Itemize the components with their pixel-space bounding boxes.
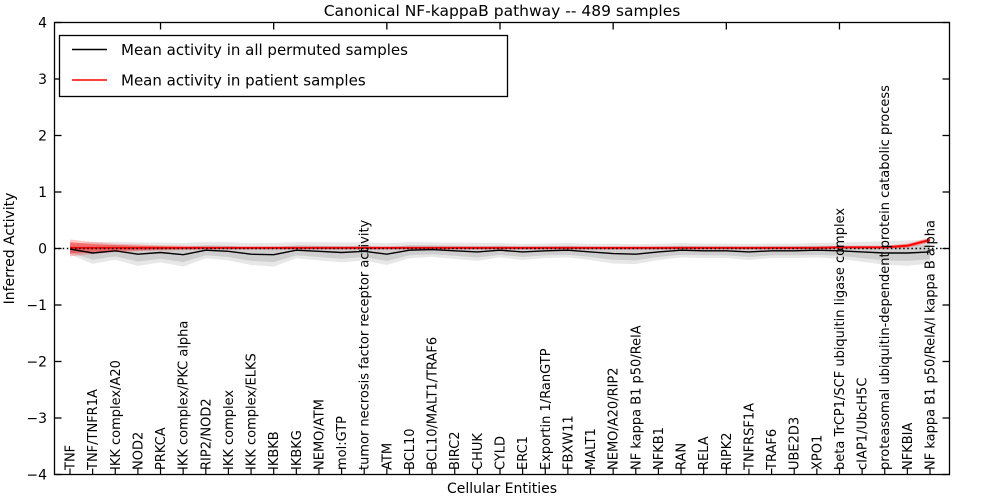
x-tick-label: IKK complex/PKC alpha — [177, 321, 192, 470]
legend-label: Mean activity in patient samples — [121, 72, 366, 90]
x-tick-label: NFKB1 — [652, 427, 667, 470]
x-tick-label: TRAF6 — [765, 429, 780, 471]
x-tick-label: NEMO/A20/RIP2 — [607, 367, 622, 470]
x-tick-label: TNFRSF1A — [742, 403, 757, 471]
y-axis: 4 3 2 1 0 −1 −2 −3 −4 — [26, 16, 950, 484]
x-tick-label: ERC1 — [516, 436, 531, 470]
x-tick-label: RELA — [697, 436, 712, 470]
y-tick-label: −1 — [26, 298, 47, 314]
permuted-band-outer — [70, 240, 930, 267]
x-tick-label: proteasomal ubiquitin-dependent protein … — [878, 85, 893, 470]
x-tick-label: NOD2 — [131, 432, 146, 470]
x-tick-label: BCL10 — [403, 428, 418, 470]
y-tick-label: 0 — [38, 242, 47, 258]
x-tick-label: BIRC2 — [448, 432, 463, 471]
x-tick-label: XPO1 — [810, 435, 825, 470]
y-tick-label: 3 — [38, 72, 47, 88]
x-tick-label: mol:GTP — [335, 416, 350, 470]
legend-label: Mean activity in all permuted samples — [121, 41, 408, 59]
x-tick-label: beta TrCP1/SCF ubiquitin ligase complex — [833, 208, 848, 470]
y-tick-label: −4 — [26, 468, 47, 484]
x-tick-label: tumor necrosis factor receptor activity — [358, 219, 373, 470]
x-tick-label: MALT1 — [584, 428, 599, 470]
x-tick-label: IKBKG — [290, 430, 305, 470]
x-tick-label: ATM — [380, 443, 395, 470]
y-tick-label: 4 — [38, 16, 47, 32]
x-tick-label: NF kappa B1 p50/RelA/I kappa B alpha — [924, 220, 939, 470]
x-tick-label: NFKBIA — [901, 423, 916, 470]
x-tick-label: RIPK2 — [720, 432, 735, 470]
x-axis: TNF TNF/TNFR1A IKK complex/A20 NOD2 PRKCA IKK… — [64, 85, 939, 475]
x-tick-label: Exportin 1/RanGTP — [539, 348, 554, 470]
x-tick-label: NEMO/ATM — [312, 399, 327, 470]
x-tick-label: RAN — [675, 443, 690, 470]
x-tick-label: IKK complex — [222, 390, 237, 470]
y-axis-label: Inferred Activity — [2, 193, 18, 305]
x-tick-label: IKBKB — [267, 431, 282, 470]
x-tick-label: NF kappa B1 p50/RelA — [629, 325, 644, 470]
permuted-mean-line — [69, 248, 931, 256]
y-tick-label: −3 — [26, 411, 47, 427]
x-tick-label: CHUK — [471, 433, 486, 470]
y-tick-label: 2 — [38, 129, 47, 145]
chart-title: Canonical NF-kappaB pathway -- 489 sampl… — [324, 2, 681, 20]
x-tick-label: IKK complex/A20 — [109, 360, 124, 470]
legend-box — [58, 34, 509, 98]
x-tick-label: FBXW11 — [561, 415, 576, 470]
y-tick-label: −2 — [26, 355, 47, 371]
x-tick-label: IKK complex/ELKS — [245, 353, 260, 470]
patient-mean-line — [70, 239, 931, 249]
patient-band-outer — [70, 237, 930, 257]
x-tick-label: PRKCA — [154, 427, 169, 470]
x-tick-label: BCL10/MALT1/TRAF6 — [426, 337, 441, 470]
top-axis-ticks — [159, 22, 841, 30]
x-tick-label: TNF — [64, 445, 79, 471]
y-tick-label: 1 — [38, 185, 47, 201]
legend: Mean activity in all permuted samples Mea… — [58, 34, 509, 98]
x-tick-label: RIP2/NOD2 — [199, 398, 214, 470]
x-tick-label: TNF/TNFR1A — [86, 389, 101, 471]
x-tick-label: CYLD — [494, 436, 509, 470]
x-tick-label: cIAP1/UbcH5C — [856, 378, 871, 470]
x-tick-label: UBE2D3 — [788, 417, 803, 470]
x-axis-label: Cellular Entities — [447, 481, 557, 497]
